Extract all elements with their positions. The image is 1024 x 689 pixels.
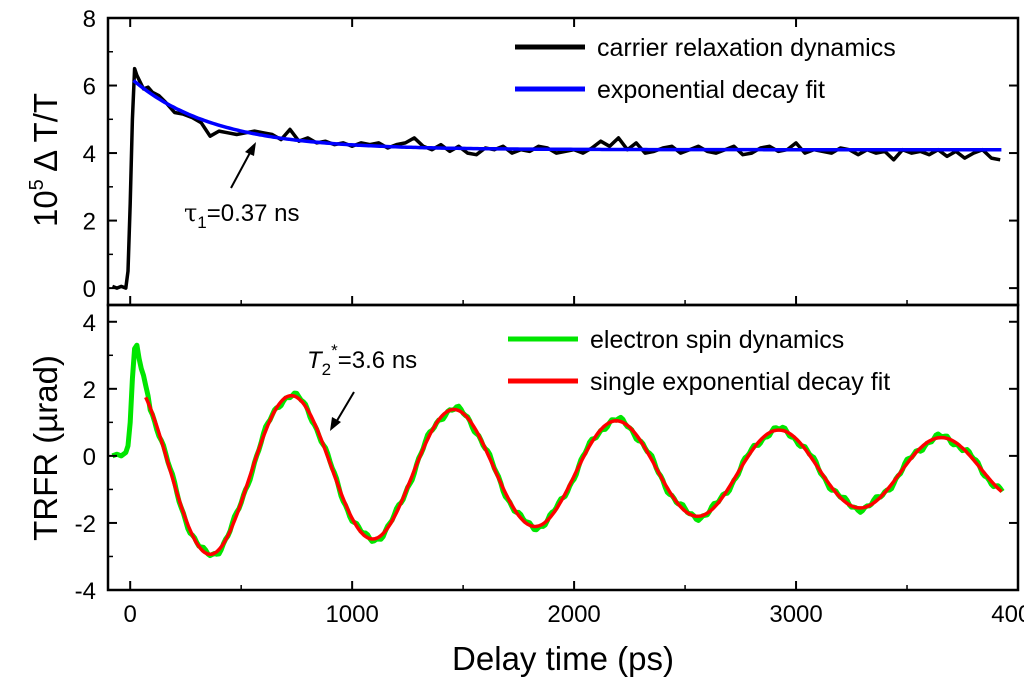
top-ytick-label: 6	[83, 74, 96, 101]
tau1-arrow-shaft	[230, 148, 253, 189]
xtick-label: 4000	[991, 601, 1024, 628]
bottom-ytick-label: 4	[83, 310, 96, 337]
top-ytick-label: 0	[83, 276, 96, 303]
bottom-ytick-label: 2	[83, 377, 96, 404]
tau1-symbol: τ	[184, 199, 197, 227]
bottom-ytick-label: 0	[83, 444, 96, 471]
t2-arrow-head	[330, 417, 341, 431]
svg-text:T2*=3.6 ns: T2*=3.6 ns	[307, 341, 417, 379]
t2-rest: =3.6 ns	[338, 347, 417, 374]
t2-sup: *	[331, 341, 338, 360]
legend-label-carrier: carrier relaxation dynamics	[597, 34, 896, 62]
series-exponential-fit	[132, 79, 1002, 152]
series-carrier-relaxation	[111, 66, 1001, 290]
xtick-label: 3000	[769, 601, 822, 628]
bottom-panel-frame	[106, 303, 1020, 592]
bottom-series-group	[111, 342, 1005, 559]
xtick-label: 1000	[325, 601, 378, 628]
t2-sub: 2	[322, 360, 331, 379]
top-y-axis-title: 105 Δ T/T	[26, 93, 64, 227]
xtick-label: 0	[124, 601, 137, 628]
svg-text:τ1=0.37 ns: τ1=0.37 ns	[184, 199, 300, 232]
tau1-rest: =0.37 ns	[207, 200, 300, 227]
bottom-ytick-label: -4	[75, 578, 96, 605]
ticks-group: 0 2 4 6 8 -4 -2 0 2 4 0 1000 2000 3000 4000	[75, 6, 1024, 628]
top-ylabel-rest: Δ T/T	[27, 93, 64, 179]
legend-label-exp-fit: exponential decay fit	[597, 76, 825, 104]
t2-annotation: T2*=3.6 ns	[307, 341, 417, 431]
legend-label-single-fit: single exponential decay fit	[590, 368, 890, 396]
x-axis-title: Delay time (ps)	[452, 640, 674, 677]
top-ytick-label: 4	[83, 141, 96, 168]
legend-label-spin: electron spin dynamics	[590, 326, 844, 354]
top-ylabel-exp: 5	[26, 179, 48, 190]
bottom-ytick-label: -2	[75, 511, 96, 538]
t2-symbol: T	[307, 347, 324, 374]
series-single-exp-fit	[144, 393, 1003, 557]
xtick-label: 2000	[547, 601, 600, 628]
top-series-group	[111, 66, 1002, 290]
top-ytick-label: 2	[83, 209, 96, 236]
tau1-sub: 1	[197, 213, 206, 232]
tau1-arrow-head	[245, 142, 256, 156]
top-ytick-label: 8	[83, 6, 96, 33]
top-ylabel-base: 10	[27, 190, 64, 227]
t2-arrow-shaft	[334, 391, 355, 425]
tau1-annotation: τ1=0.37 ns	[184, 142, 300, 232]
bottom-y-axis-title: TRFR (µrad)	[27, 355, 64, 541]
